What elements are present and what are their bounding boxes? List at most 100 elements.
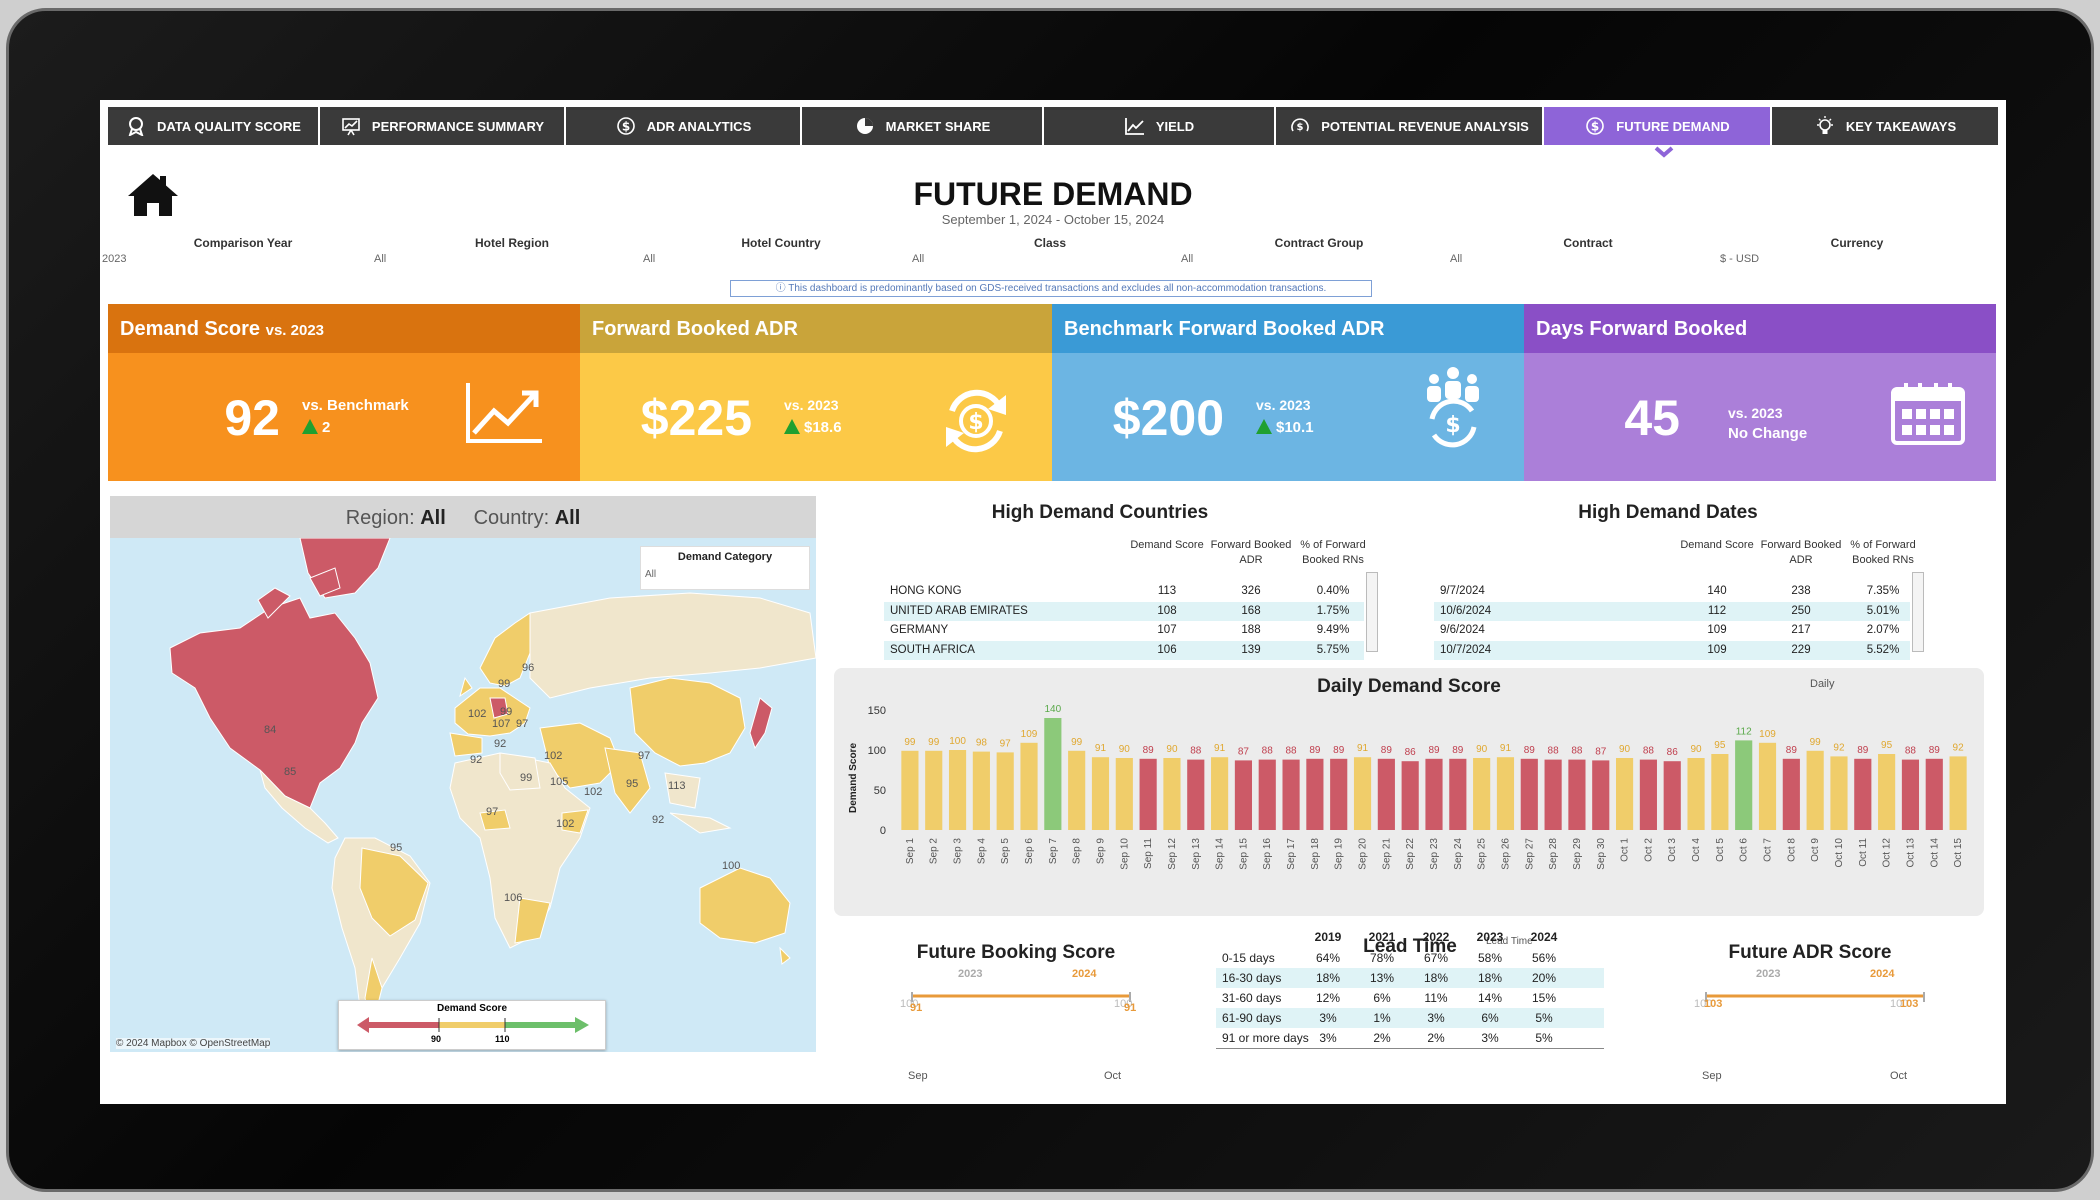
bar[interactable] [1616, 758, 1634, 830]
lead-time-row[interactable]: 61-90 days 3% 1% 3% 6% 5% [1216, 1008, 1604, 1028]
bar[interactable] [1211, 757, 1229, 830]
dates-scrollbar[interactable] [1912, 572, 1924, 652]
bar[interactable] [1663, 761, 1681, 830]
bar[interactable] [1592, 760, 1610, 830]
table-row[interactable]: 10/7/2024 109 229 5.52% [1434, 640, 1910, 660]
bar[interactable] [1377, 758, 1395, 830]
bar-value-label: 91 [1214, 743, 1226, 754]
bar[interactable] [1330, 758, 1348, 830]
kpi-card-days-forward-booked[interactable]: Days Forward Booked 45 vs. 2023 No Change [1524, 304, 1996, 481]
kpi-card-demand-score[interactable]: Demand Score vs. 2023 92 vs. Benchmark 2 [108, 304, 580, 481]
lead-time-row[interactable]: 31-60 days 12% 6% 11% 14% 15% [1216, 988, 1604, 1008]
table-row[interactable]: 9/6/2024 109 217 2.07% [1434, 621, 1910, 640]
legend-low-value: 90 [431, 1034, 442, 1044]
filter-label: Contract Group [1274, 236, 1364, 250]
tab-data-quality-score[interactable]: DATA QUALITY SCORE [108, 107, 320, 145]
table-row[interactable]: HONG KONG 113 326 0.40% [884, 582, 1364, 601]
bar[interactable] [996, 752, 1014, 830]
bar[interactable] [1449, 758, 1467, 830]
bar[interactable] [1520, 758, 1538, 830]
lead-time-row[interactable]: 91 or more days 3% 2% 2% 3% 5% [1216, 1028, 1604, 1048]
bar[interactable] [1830, 756, 1848, 830]
table-row[interactable]: GERMANY 107 188 9.49% [884, 621, 1364, 640]
tab-performance-summary[interactable]: PERFORMANCE SUMMARY [320, 107, 566, 145]
demand-map[interactable]: Region: All Country: All [110, 496, 816, 1052]
tab-adr-analytics[interactable]: $ ADR ANALYTICS [566, 107, 802, 145]
bar[interactable] [1020, 742, 1038, 830]
x-tick-label: Oct 8 [1786, 838, 1797, 862]
bar[interactable] [1949, 756, 1967, 830]
bar-value-label: 89 [1381, 745, 1393, 756]
lead-time-row[interactable]: 0-15 days 64% 78% 67% 58% 56% [1216, 948, 1604, 968]
high-demand-dates-title: High Demand Dates [1578, 502, 1758, 523]
bar-value-label: 90 [1690, 744, 1702, 755]
bar[interactable] [1425, 758, 1443, 830]
bar[interactable] [1068, 750, 1086, 830]
bar[interactable] [1758, 742, 1777, 830]
bar[interactable] [1568, 759, 1586, 830]
table-row[interactable]: SOUTH AFRICA 106 139 5.75% [884, 640, 1364, 660]
filter-hotel-country[interactable]: Hotel Country All [643, 236, 916, 272]
bar[interactable] [948, 750, 967, 830]
x-tick-label: Sep 16 [1262, 838, 1273, 870]
bar[interactable] [1258, 759, 1276, 830]
bar[interactable] [1901, 759, 1920, 830]
row-value: 168 [1241, 604, 1261, 617]
filter-contract[interactable]: Contract All [1450, 236, 1723, 272]
chart-granularity[interactable]: Daily [1810, 678, 1835, 690]
bar[interactable] [1115, 758, 1133, 830]
bar[interactable] [1854, 758, 1872, 830]
bar[interactable] [1925, 758, 1943, 830]
bar[interactable] [972, 751, 990, 830]
kpi-change-text: No Change [1728, 425, 1808, 442]
bar[interactable] [1806, 750, 1824, 830]
bar[interactable] [1878, 754, 1896, 830]
bar-value-label: 87 [1595, 746, 1607, 757]
bar[interactable] [1687, 758, 1705, 830]
bar[interactable] [1091, 757, 1110, 830]
lead-time-filter[interactable]: Lead Time [1486, 936, 1533, 947]
bar-value-label: 89 [1143, 745, 1155, 756]
bar[interactable] [1711, 754, 1729, 830]
x-tick-label: Oct 6 [1739, 838, 1750, 862]
table-row[interactable]: 9/7/2024 140 238 7.35% [1434, 582, 1910, 601]
bar[interactable] [1496, 757, 1515, 830]
demand-category-filter[interactable]: Demand Category All [640, 546, 810, 590]
bar[interactable] [1544, 759, 1562, 830]
tab-market-share[interactable]: MARKET SHARE [802, 107, 1044, 145]
bar[interactable] [1187, 759, 1205, 830]
bar[interactable] [1139, 758, 1157, 830]
bar[interactable] [1639, 759, 1657, 830]
bar[interactable] [1306, 758, 1324, 830]
lead-time-row[interactable]: 16-30 days 18% 13% 18% 18% 20% [1216, 968, 1604, 988]
filter-contract-group[interactable]: Contract Group All [1181, 236, 1454, 272]
countries-scrollbar[interactable] [1366, 572, 1378, 652]
map-score-label: 95 [390, 842, 403, 854]
bar[interactable] [1282, 759, 1300, 830]
bar[interactable] [1044, 718, 1062, 830]
filter-class[interactable]: Class All [912, 236, 1185, 272]
bar[interactable] [1473, 758, 1491, 830]
bar[interactable] [1782, 758, 1800, 830]
x-tick-label: Oct 11 [1858, 838, 1869, 867]
kpi-body: 92 vs. Benchmark 2 [108, 353, 580, 481]
kpi-card-forward-booked-adr[interactable]: Forward Booked ADR $225 vs. 2023 $18.6 $ [580, 304, 1052, 481]
tab-yield[interactable]: YIELD [1044, 107, 1276, 145]
kpi-card-benchmark-forward-booked-adr[interactable]: Benchmark Forward Booked ADR $200 vs. 202… [1052, 304, 1524, 481]
bar[interactable] [925, 750, 943, 830]
bar[interactable] [901, 750, 919, 830]
tab-key-takeaways[interactable]: KEY TAKEAWAYS [1772, 107, 1998, 145]
bar[interactable] [1353, 757, 1372, 830]
filter-comparison-year[interactable]: Comparison Year 2023 [102, 236, 378, 272]
filter-currency[interactable]: Currency $ - USD [1720, 236, 1992, 272]
table-row[interactable]: 10/6/2024 112 250 5.01% [1434, 601, 1910, 621]
bar[interactable] [1163, 758, 1181, 830]
bar[interactable] [1735, 740, 1753, 830]
home-icon[interactable] [126, 172, 180, 218]
bar[interactable] [1401, 761, 1419, 830]
tab-potential-revenue-analysis[interactable]: $ POTENTIAL REVENUE ANALYSIS [1276, 107, 1544, 145]
tab-future-demand[interactable]: $ FUTURE DEMAND [1544, 107, 1772, 145]
table-row[interactable]: UNITED ARAB EMIRATES 108 168 1.75% [884, 601, 1364, 621]
bar[interactable] [1234, 760, 1252, 830]
filter-hotel-region[interactable]: Hotel Region All [374, 236, 647, 272]
